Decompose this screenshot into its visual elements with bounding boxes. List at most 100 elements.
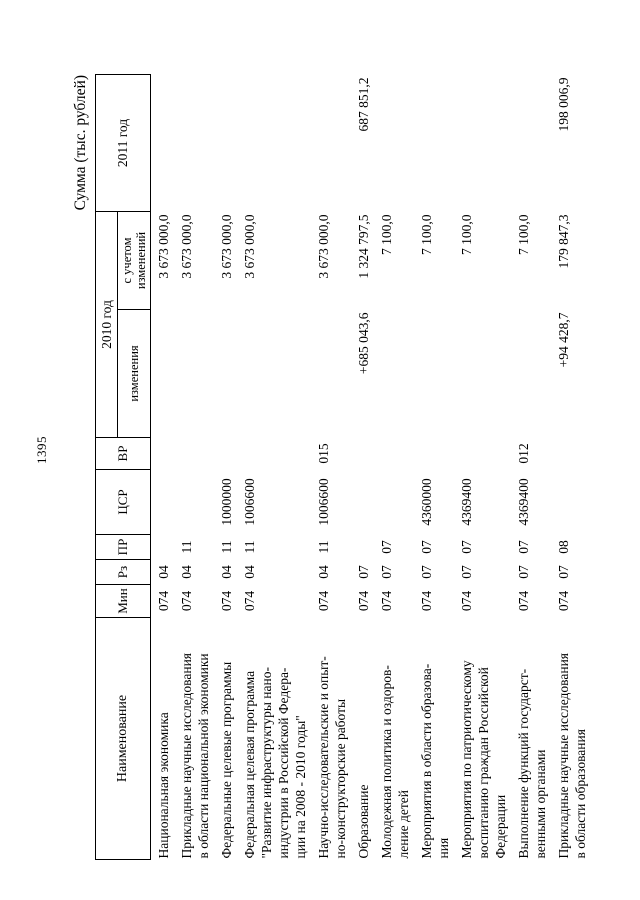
header-year-2010: 2010 год <box>95 211 118 438</box>
cell-changes <box>375 310 415 438</box>
cell-with-changes: 3 673 000,0 <box>156 214 171 279</box>
cell-csr: 4369400 <box>516 478 531 526</box>
cell-year-2011: 198 006,9 <box>556 77 571 132</box>
header-vr: ВР <box>95 437 151 470</box>
table-row: Прикладные научные исследования в област… <box>552 75 592 860</box>
cell-csr <box>375 470 415 535</box>
header-year-2011: 2011 год <box>95 74 151 212</box>
cell-name: Молодежная политика и оздоров- ление дет… <box>379 665 411 859</box>
cell-vr <box>455 438 512 470</box>
cell-csr: 1006600 <box>242 478 257 526</box>
cell-min: 074 <box>356 590 371 612</box>
cell-csr <box>175 470 215 535</box>
table-row: Федеральная целевая программа "Развитие … <box>238 75 312 860</box>
cell-rz: 04 <box>242 565 257 579</box>
cell-csr: 4369400 <box>459 478 474 526</box>
cell-pr: 08 <box>556 540 571 554</box>
cell-rz: 04 <box>219 565 234 579</box>
cell-csr: 1006600 <box>316 478 331 526</box>
cell-pr: 07 <box>459 540 474 554</box>
cell-with-changes: 7 100,0 <box>419 214 434 256</box>
cell-pr: 07 <box>516 540 531 554</box>
cell-year-2011: 687 851,2 <box>356 77 371 132</box>
cell-name: Мероприятия в области образова- ния <box>419 663 451 859</box>
cell-pr: 07 <box>379 540 394 554</box>
cell-min: 074 <box>219 590 234 612</box>
cell-csr <box>151 470 176 535</box>
cell-min: 074 <box>459 590 474 612</box>
cell-changes <box>151 310 176 438</box>
cell-rz: 04 <box>316 565 331 579</box>
cell-vr <box>352 438 375 470</box>
table-row: Мероприятия по патриотическому воспитани… <box>455 75 512 860</box>
cell-rz: 07 <box>379 565 394 579</box>
page-number: 1395 <box>34 436 49 464</box>
cell-min: 074 <box>419 590 434 612</box>
cell-rz: 04 <box>179 565 194 579</box>
cell-changes <box>512 310 552 438</box>
budget-appendix-table: Наименование Мин Рз ПР ЦСР ВР 2010 год 2… <box>95 74 592 860</box>
header-with-changes: с учетом изменений <box>117 211 151 310</box>
table-row: Молодежная политика и оздоров- ление дет… <box>375 75 415 860</box>
cell-name: Образование <box>356 784 371 859</box>
header-rz: Рз <box>95 559 151 585</box>
cell-year-2011 <box>512 75 552 212</box>
cell-csr <box>552 470 592 535</box>
cell-pr: 11 <box>242 540 257 554</box>
table-row: Национальная экономика 074 04 3 673 000,… <box>151 75 176 860</box>
cell-csr <box>352 470 375 535</box>
cell-with-changes: 179 847,3 <box>556 214 571 269</box>
cell-name: Прикладные научные исследования в област… <box>179 653 211 859</box>
cell-vr <box>375 438 415 470</box>
cell-with-changes: 7 100,0 <box>379 214 394 256</box>
cell-with-changes: 7 100,0 <box>516 214 531 256</box>
cell-with-changes: 7 100,0 <box>459 214 474 256</box>
cell-with-changes: 3 673 000,0 <box>242 214 257 279</box>
cell-rz: 07 <box>419 565 434 579</box>
cell-year-2011 <box>238 75 312 212</box>
cell-with-changes: 1 324 797,5 <box>356 214 371 279</box>
cell-name: Мероприятия по патриотическому воспитани… <box>459 660 508 859</box>
cell-vr <box>552 438 592 470</box>
table-row: Мероприятия в области образова- ния 074 … <box>415 75 455 860</box>
cell-pr <box>151 535 176 560</box>
cell-rz: 07 <box>516 565 531 579</box>
cell-changes <box>312 310 352 438</box>
cell-vr <box>215 438 238 470</box>
cell-changes <box>415 310 455 438</box>
cell-year-2011 <box>151 75 176 212</box>
cell-vr <box>415 438 455 470</box>
cell-changes <box>238 310 312 438</box>
cell-with-changes: 3 673 000,0 <box>179 214 194 279</box>
cell-min: 074 <box>556 590 571 612</box>
cell-year-2011 <box>375 75 415 212</box>
cell-changes: +94 428,7 <box>556 312 571 368</box>
cell-pr: 11 <box>316 540 331 554</box>
header-pr: ПР <box>95 534 151 560</box>
cell-vr <box>175 438 215 470</box>
cell-csr: 1000000 <box>219 478 234 526</box>
table-body: Национальная экономика 074 04 3 673 000,… <box>151 75 593 860</box>
table-row: Выполнение функций государст- венными ор… <box>512 75 552 860</box>
header-min: Мин <box>95 584 151 618</box>
cell-vr: 015 <box>316 443 331 464</box>
cell-pr: 11 <box>219 540 234 554</box>
cell-name: Федеральная целевая программа "Развитие … <box>242 667 308 859</box>
cell-pr: 07 <box>419 540 434 554</box>
cell-vr <box>238 438 312 470</box>
cell-changes <box>455 310 512 438</box>
cell-vr <box>151 438 176 470</box>
cell-pr <box>352 535 375 560</box>
cell-rz: 04 <box>156 565 171 579</box>
cell-min: 074 <box>379 590 394 612</box>
cell-min: 074 <box>516 590 531 612</box>
cell-name: Федеральные целевые программы <box>219 661 234 859</box>
cell-rz: 07 <box>356 565 371 579</box>
cell-changes: +685 043,6 <box>356 312 371 375</box>
cell-pr: 11 <box>179 540 194 554</box>
cell-name: Прикладные научные исследования в област… <box>556 653 588 859</box>
cell-csr: 4360000 <box>419 478 434 526</box>
table-row: Научно-исследовательские и опыт- но-конс… <box>312 75 352 860</box>
cell-min: 074 <box>156 590 171 612</box>
table-row: Федеральные целевые программы 074 04 11 … <box>215 75 238 860</box>
